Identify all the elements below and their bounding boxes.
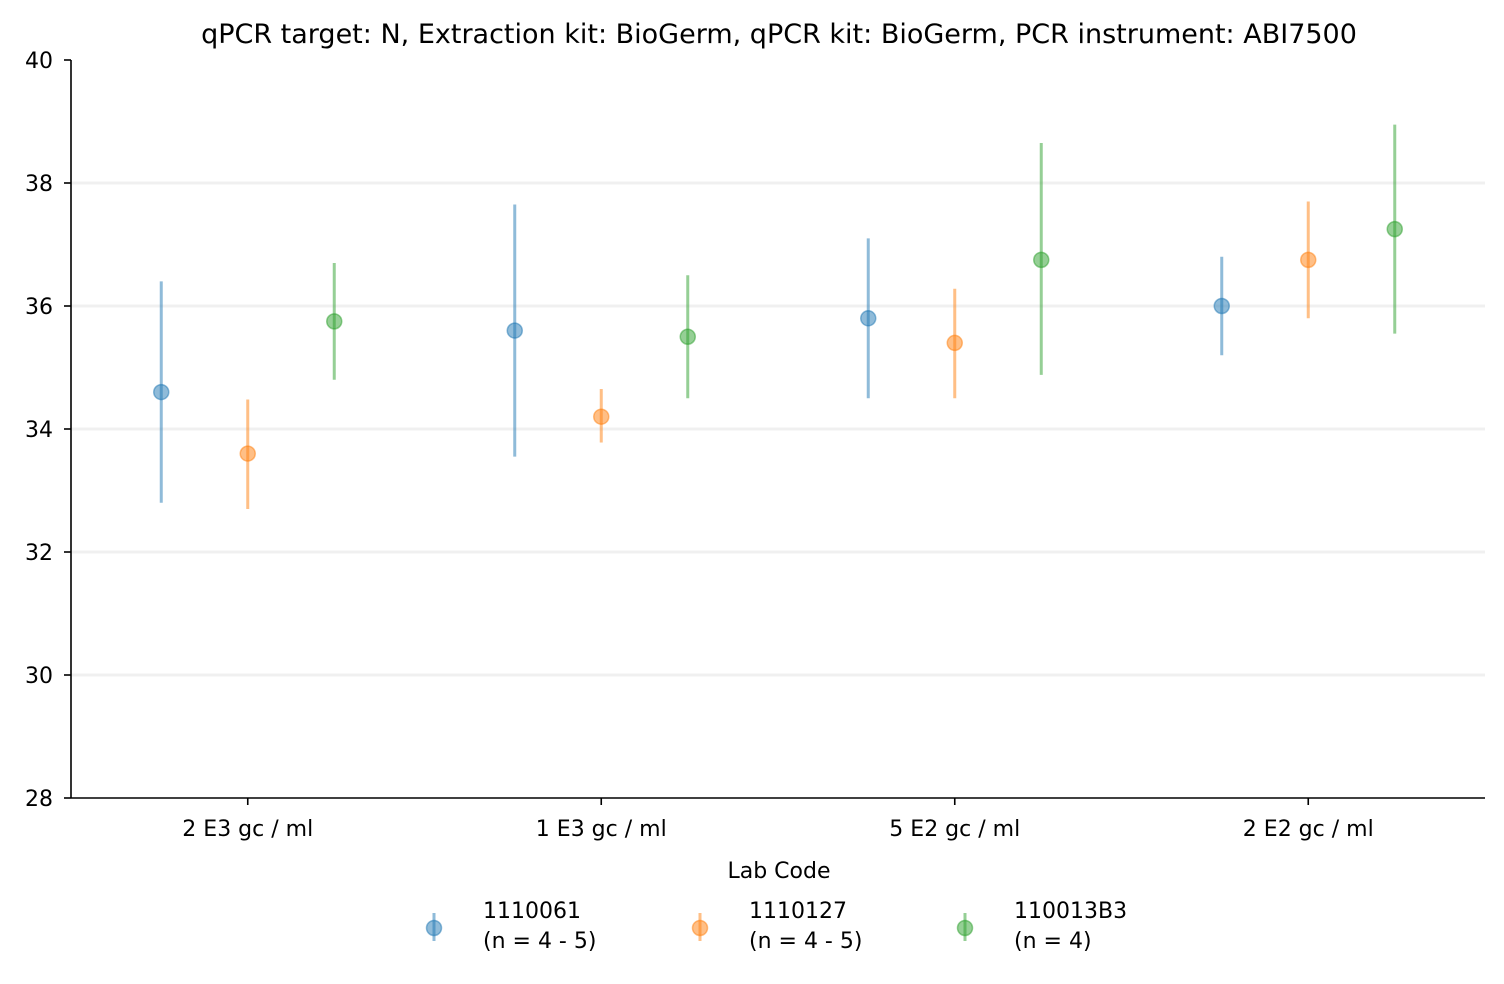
y-tick-label: 32 [25, 541, 53, 566]
data-point [1386, 220, 1403, 238]
legend-marker [691, 919, 709, 937]
chart-title: qPCR target: N, Extraction kit: BioGerm,… [201, 19, 1357, 50]
data-point [860, 310, 877, 327]
plot-marks [153, 124, 1403, 509]
y-axis: 28 30 32 34 36 38 40 [25, 49, 72, 812]
y-tick-label: 34 [25, 418, 53, 443]
series-1110127 [239, 201, 1317, 509]
legend-marker [425, 919, 443, 937]
data-point [679, 328, 696, 345]
data-point [1033, 251, 1050, 269]
legend-item: 1110061 (n = 4 - 5) [425, 899, 596, 954]
data-point [239, 445, 256, 462]
gridlines [71, 181, 1485, 677]
legend-note: (n = 4) [1014, 929, 1092, 954]
legend: Lab Code 1110061 (n = 4 - 5) 1110127 (n = 4… [425, 859, 1127, 954]
x-axis: 2 E3 gc / ml 1 E3 gc / ml 5 E2 gc / ml 2 E2… [71, 797, 1485, 842]
legend-note: (n = 4 - 5) [749, 929, 862, 954]
data-point [1300, 251, 1317, 269]
legend-label: 110013B3 [1014, 899, 1127, 924]
y-tick-label: 40 [25, 49, 53, 74]
y-tick-label: 38 [25, 172, 53, 197]
legend-marker [956, 919, 974, 937]
legend-label: 1110061 [483, 899, 581, 924]
data-point [326, 313, 343, 330]
series-110013B3 [326, 124, 1403, 399]
legend-label: 1110127 [749, 899, 847, 924]
x-tick-label: 2 E3 gc / ml [182, 817, 313, 842]
data-point [506, 322, 523, 339]
data-point [946, 334, 963, 352]
legend-title: Lab Code [727, 859, 830, 884]
legend-item: 1110127 (n = 4 - 5) [691, 899, 862, 954]
x-tick-label: 1 E3 gc / ml [536, 817, 667, 842]
legend-note: (n = 4 - 5) [483, 929, 596, 954]
legend-item: 110013B3 (n = 4) [956, 899, 1127, 954]
y-tick-label: 30 [25, 664, 53, 689]
legend-items: 1110061 (n = 4 - 5) 1110127 (n = 4 - 5) 1100… [425, 899, 1127, 954]
data-point [593, 408, 610, 425]
y-tick-label: 28 [25, 787, 53, 812]
x-tick-label: 2 E2 gc / ml [1243, 817, 1374, 842]
data-point [1213, 297, 1230, 315]
y-tick-label: 36 [25, 295, 53, 320]
x-tick-label: 5 E2 gc / ml [889, 817, 1020, 842]
series-1110061 [153, 204, 1230, 503]
data-point [153, 383, 170, 401]
